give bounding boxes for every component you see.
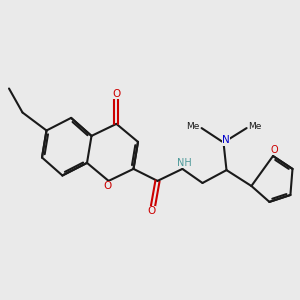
Text: Me: Me xyxy=(248,122,262,131)
Text: NH: NH xyxy=(176,158,191,168)
Text: O: O xyxy=(104,181,112,191)
Text: N: N xyxy=(222,135,230,145)
Text: Me: Me xyxy=(187,122,200,131)
Text: O: O xyxy=(112,88,121,99)
Text: O: O xyxy=(271,145,278,155)
Text: O: O xyxy=(147,206,156,217)
